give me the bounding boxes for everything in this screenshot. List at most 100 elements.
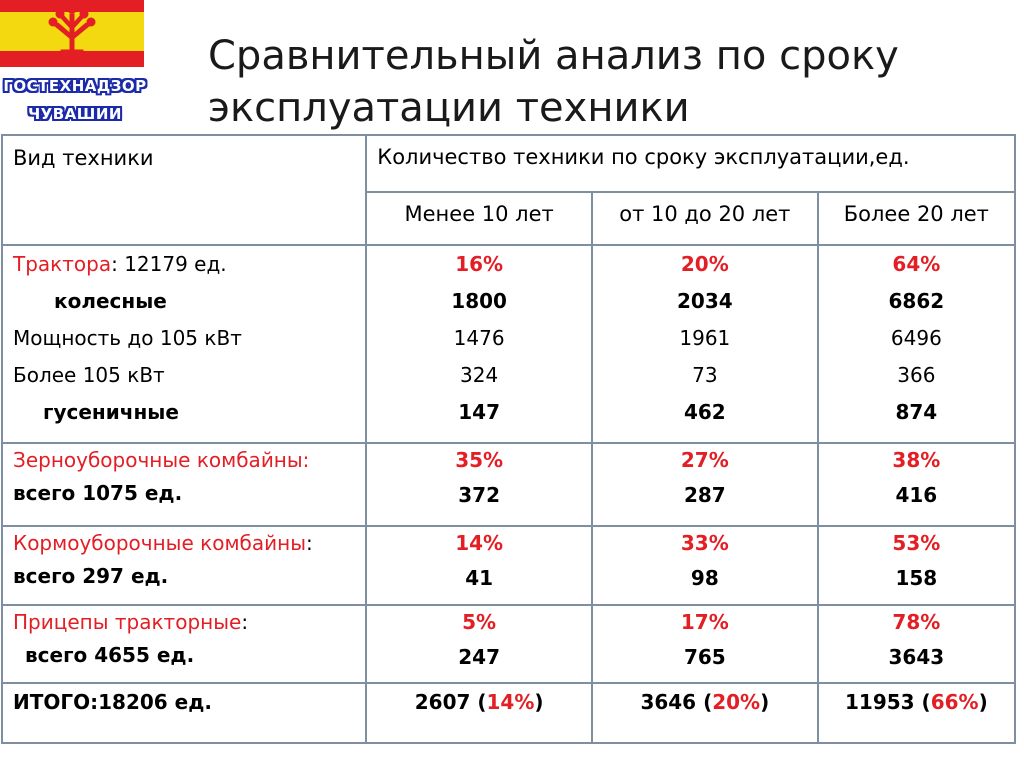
forage-col-10-20: 33% 98 — [590, 525, 819, 606]
trailers-value: 247 — [458, 645, 500, 669]
forage-col-under-10: 14% 41 — [365, 525, 593, 606]
total-value: 3646 (20%) — [593, 684, 817, 721]
trailers-name: Прицепы тракторные — [13, 610, 242, 634]
forage-value: 98 — [690, 566, 719, 590]
forage-title-line: Кормоуборочные комбайны: — [3, 527, 365, 560]
trailers-pct: 17% — [680, 610, 729, 634]
forage-pct: 33% — [680, 531, 729, 555]
grain-col-over-20: 38% 416 — [816, 442, 1017, 527]
subheader-cell: Более 20 лет — [816, 191, 1017, 246]
grain-pct: 38% — [892, 448, 941, 472]
header-type-cell: Вид техники — [0, 134, 368, 246]
trailers-label-cell: Прицепы тракторные: всего 4655 ед. — [0, 604, 368, 684]
emblem-bottom-band — [0, 51, 144, 67]
grain-pct: 35% — [455, 448, 504, 472]
tractors-power-high-value: 324 — [460, 363, 499, 387]
forage-total: всего 297 ед. — [13, 564, 169, 588]
forage-name: Кормоуборочные комбайны — [13, 531, 306, 555]
grain-pct: 27% — [680, 448, 729, 472]
forage-pct: 14% — [455, 531, 504, 555]
page-title: Сравнительный анализ по сроку эксплуатац… — [208, 30, 1008, 134]
total-num: 3646 — [640, 690, 697, 714]
header-group-cell: Количество техники по сроку эксплуатации… — [365, 134, 1016, 193]
grain-col-10-20: 27% 287 — [590, 442, 819, 527]
tractors-power-low-value: 1961 — [679, 326, 731, 350]
total-value: 2607 (14%) — [367, 684, 591, 721]
forage-pct: 53% — [892, 531, 941, 555]
tractors-tracked-value: 147 — [458, 400, 500, 424]
tractors-tracked-value: 874 — [895, 400, 938, 424]
subheader-10-20: от 10 до 20 лет — [619, 202, 791, 226]
total-label-cell: ИТОГО:18206 ед. — [0, 682, 368, 744]
forage-value: 41 — [465, 566, 494, 590]
table-row-total: ИТОГО:18206 ед. 2607 (14%) 3646 (20%) 11… — [0, 682, 1017, 744]
chuvashia-emblem — [0, 0, 144, 67]
grain-col-under-10: 35% 372 — [365, 442, 593, 527]
total-pct: 66% — [930, 690, 979, 714]
tractors-power-high-value: 73 — [692, 363, 718, 387]
grain-name: Зерноуборочные комбайны: — [13, 448, 310, 472]
tractors-wheeled-value: 2034 — [677, 289, 733, 313]
org-name-line1: ГОСТЕХНАДЗОР — [3, 77, 147, 95]
trailers-value: 3643 — [888, 645, 945, 669]
tractors-power-high-label: Более 105 кВт — [13, 363, 165, 387]
paren-open: ( — [921, 690, 931, 714]
tractors-pct: 64% — [892, 252, 941, 276]
table-row-tractors: Трактора: 12179 ед. колесные Мощность до… — [0, 244, 1017, 444]
grain-value: 287 — [683, 483, 726, 507]
tractors-pct: 16% — [455, 252, 504, 276]
paren-open: ( — [477, 690, 487, 714]
tractors-tracked-label: гусеничные — [43, 400, 179, 424]
header-type: Вид техники — [13, 146, 154, 170]
tractors-title-line: Трактора: 12179 ед. — [3, 246, 365, 283]
forage-colon: : — [306, 531, 313, 555]
title-line1: Сравнительный анализ по сроку — [208, 33, 899, 79]
trailers-col-under-10: 5% 247 — [365, 604, 593, 684]
tractors-col-under-10: 16% 1800 1476 324 147 — [365, 244, 593, 444]
subheader-under-10: Менее 10 лет — [404, 202, 554, 226]
tractors-power-low-value: 6496 — [890, 326, 942, 350]
org-name-line2: ЧУВАШИИ — [28, 105, 122, 123]
grain-value: 372 — [458, 483, 500, 507]
paren-open: ( — [703, 690, 713, 714]
trailers-colon: : — [241, 610, 249, 634]
tractors-wheeled-value: 6862 — [888, 289, 945, 313]
tractors-power-high-value: 366 — [897, 363, 936, 387]
total-label: ИТОГО:18206 ед. — [13, 690, 212, 714]
trailers-pct: 5% — [462, 610, 497, 634]
subheader-over-20: Более 20 лет — [843, 202, 989, 226]
forage-value: 158 — [895, 566, 938, 590]
forage-col-over-20: 53% 158 — [816, 525, 1017, 606]
header-group: Количество техники по сроку эксплуатации… — [377, 145, 910, 169]
tractors-col-over-20: 64% 6862 6496 366 874 — [816, 244, 1017, 444]
trailers-col-10-20: 17% 765 — [590, 604, 819, 684]
grain-label-cell: Зерноуборочные комбайны: всего 1075 ед. — [0, 442, 368, 527]
tractors-power-low-label: Мощность до 105 кВт — [13, 326, 242, 350]
total-col-over-20: 11953 (66%) — [816, 682, 1017, 744]
subheader-cell: от 10 до 20 лет — [590, 191, 819, 246]
grain-value: 416 — [895, 483, 938, 507]
table-header-row: Вид техники Количество техники по сроку … — [0, 134, 1016, 246]
paren-close: ) — [534, 690, 544, 714]
table-row-grain-combines: Зерноуборочные комбайны: всего 1075 ед. … — [0, 442, 1017, 527]
tractors-power-low-value: 1476 — [453, 326, 505, 350]
title-line2: эксплуатации техники — [208, 85, 690, 131]
paren-close: ) — [978, 690, 988, 714]
grain-total: всего 1075 ед. — [13, 481, 183, 505]
tractors-wheeled-label: колесные — [54, 289, 167, 313]
table-subheader-row: Менее 10 лет от 10 до 20 лет Более 20 ле… — [2, 191, 1017, 246]
tractors-name: Трактора — [13, 252, 112, 276]
total-num: 11953 — [844, 690, 915, 714]
tractors-label-cell: Трактора: 12179 ед. колесные Мощность до… — [0, 244, 368, 444]
comparison-table: Вид техники Количество техники по сроку … — [0, 134, 1017, 744]
subheader-cell: Менее 10 лет — [365, 191, 593, 246]
trailers-pct: 78% — [892, 610, 941, 634]
forage-label-cell: Кормоуборочные комбайны: всего 297 ед. — [0, 525, 368, 606]
total-pct: 14% — [486, 690, 535, 714]
table-row-trailers: Прицепы тракторные: всего 4655 ед. 5% 24… — [0, 604, 1017, 684]
total-col-under-10: 2607 (14%) — [365, 682, 593, 744]
trailers-col-over-20: 78% 3643 — [816, 604, 1017, 684]
table-row-forage-combines: Кормоуборочные комбайны: всего 297 ед. 1… — [0, 525, 1017, 606]
tractors-pct: 20% — [680, 252, 729, 276]
trailers-title-line: Прицепы тракторные: — [3, 606, 365, 639]
